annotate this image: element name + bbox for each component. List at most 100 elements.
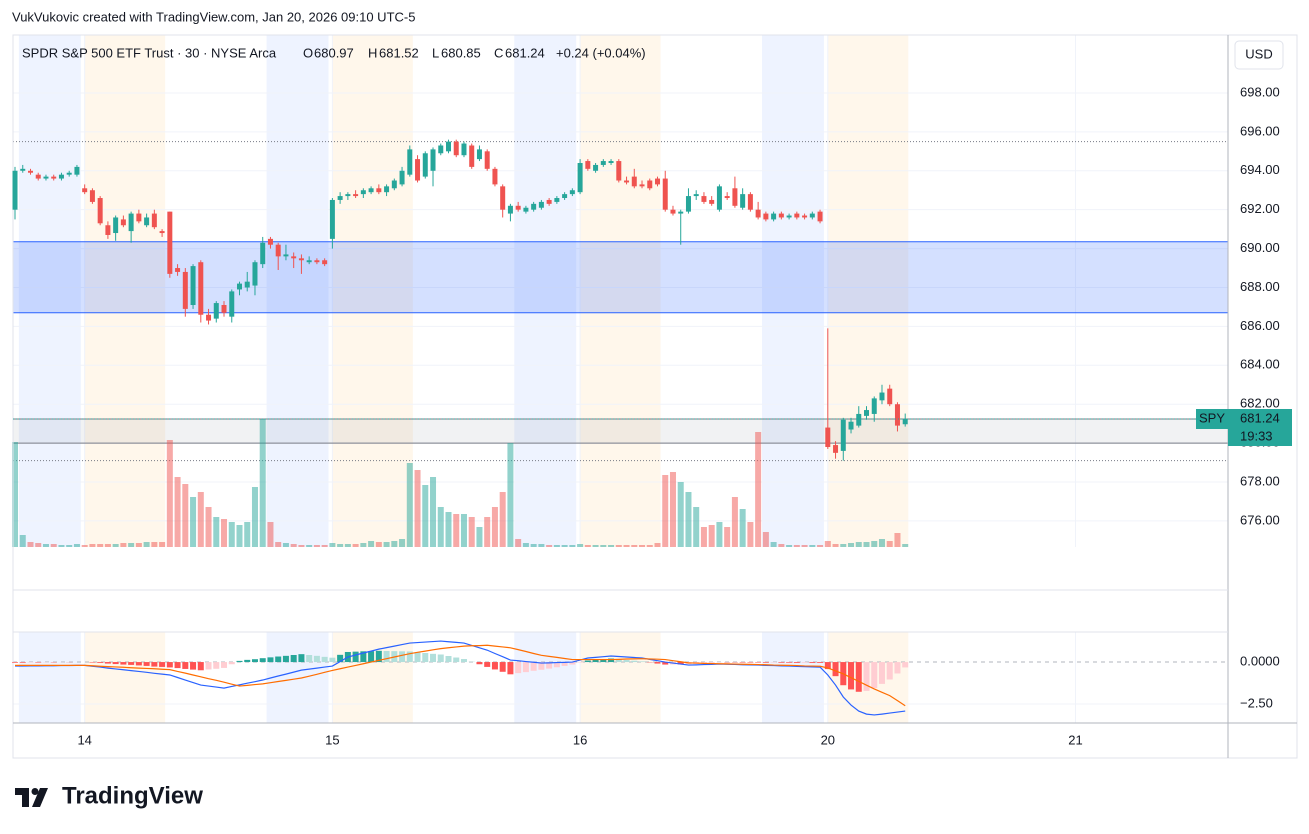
volume-bar (801, 545, 808, 547)
macd-histogram-bar (89, 662, 96, 663)
candle-body (786, 215, 792, 218)
candle-body (701, 196, 707, 202)
volume-bar (159, 542, 166, 547)
candle-body (802, 215, 808, 218)
currency[interactable]: USD (1245, 46, 1272, 61)
candle-body (27, 170, 33, 173)
change: +0.24 (+0.04%) (556, 45, 646, 60)
volume-bar (375, 542, 382, 547)
volume-bar (344, 544, 351, 547)
afterhours-band (84, 632, 166, 723)
candle-body (159, 231, 165, 234)
candle-body (337, 196, 343, 200)
premarket-band (266, 632, 329, 723)
volume-bar (321, 545, 328, 547)
macd-histogram-bar (159, 662, 166, 667)
candle-body (771, 213, 777, 220)
volume-bar (476, 527, 483, 547)
volume-bar (81, 545, 88, 547)
macd-histogram-bar (213, 662, 220, 669)
volume-bar (259, 419, 266, 547)
candle-body (322, 260, 328, 265)
chart-title: SPDR S&P 500 ETF Trust · 30 · NYSE Arca (22, 45, 277, 60)
y-tick-label: 676.00 (1240, 512, 1280, 527)
candle-body (616, 161, 622, 181)
volume-bar (677, 482, 684, 547)
candle-body (593, 164, 599, 171)
volume-bar (437, 507, 444, 547)
volume-bar (135, 543, 142, 547)
volume-bar (685, 492, 692, 547)
volume-bar (786, 545, 793, 547)
afterhours-band (580, 632, 661, 723)
candle-body (864, 410, 870, 416)
macd-histogram-bar (205, 662, 212, 670)
candle-body (624, 180, 630, 183)
volume-bar (522, 543, 529, 547)
volume-bar (151, 542, 158, 547)
volume-bar (306, 545, 313, 547)
macd-histogram-bar (360, 651, 367, 663)
candle-body (236, 283, 242, 290)
macd-histogram-bar (151, 662, 158, 667)
macd-histogram-bar (878, 662, 885, 684)
volume-bar (104, 544, 111, 547)
macd-histogram-bar (197, 662, 204, 671)
macd-histogram-bar (786, 662, 793, 663)
volume-bar (143, 542, 150, 547)
candle-body (693, 194, 699, 197)
candle-body (12, 170, 18, 210)
volume-bar (399, 539, 406, 547)
macd-histogram-bar (430, 653, 437, 663)
macd-histogram-bar (515, 662, 522, 674)
candle-body (902, 419, 908, 425)
candle-body (136, 213, 142, 222)
candle-body (190, 266, 196, 306)
candle-body (329, 199, 335, 239)
macd-histogram-bar (600, 659, 607, 663)
macd-histogram-bar (592, 659, 599, 663)
volume-bar (569, 545, 576, 547)
candle-body (360, 190, 366, 195)
volume-bar (793, 545, 800, 547)
candle-body (182, 271, 188, 309)
volume-bar (708, 525, 715, 547)
volume-bar (112, 544, 119, 547)
currency-box[interactable] (1234, 40, 1284, 70)
candle-body (879, 392, 885, 401)
macd-histogram-bar (623, 660, 630, 663)
candle-body (82, 188, 88, 193)
candle-body (260, 242, 266, 265)
volume-bar (639, 545, 646, 547)
macd-histogram-bar (290, 655, 297, 663)
signal-line (15, 644, 906, 707)
candle-body (747, 194, 753, 210)
afterhours-band (332, 35, 413, 547)
candle-body (670, 209, 676, 214)
macd-histogram-bar (522, 662, 529, 673)
y-tick-label: 696.00 (1240, 123, 1280, 138)
chart-frame (12, 34, 1298, 759)
x-tick-label: 20 (821, 732, 835, 747)
candle-body (151, 213, 157, 228)
macd-histogram-bar (460, 659, 467, 663)
y-tick-label: 684.00 (1240, 357, 1280, 372)
volume-bar (739, 509, 746, 547)
volume-bar (213, 517, 220, 547)
macd-histogram-bar (104, 662, 111, 664)
candle-body (267, 238, 273, 245)
volume-bar (855, 542, 862, 547)
volume-bar (445, 512, 452, 547)
candle-body (894, 404, 900, 426)
premarket-band (762, 35, 824, 547)
premarket-band (18, 35, 81, 547)
macd-histogram-bar (228, 662, 235, 665)
volume-bar (669, 472, 676, 547)
candle-body (445, 141, 451, 152)
candle-body (600, 161, 606, 165)
candle-body (538, 201, 544, 208)
candle-body (213, 303, 219, 319)
candle-body (647, 180, 653, 189)
volume-bar (406, 463, 413, 547)
volume-bar (120, 543, 127, 547)
